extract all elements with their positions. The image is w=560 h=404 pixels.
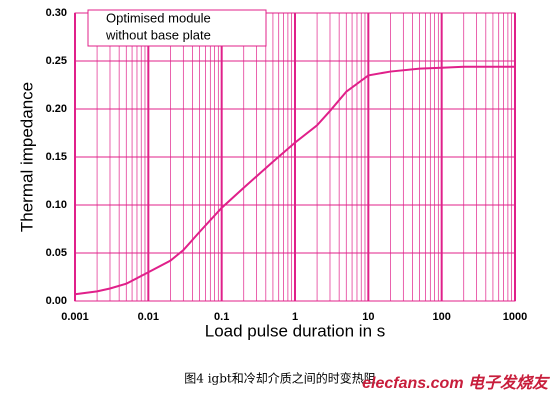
y-tick-label: 0.20 [46,103,67,115]
line [74,65,515,296]
x-tick-label: 0.1 [214,311,229,323]
caption: 图4 igbt和冷却介质之间的时变热阻 [184,371,375,386]
y-tick-label: 0.00 [46,295,67,307]
y-tick-label: 0.05 [46,247,67,259]
x-tick-label: 100 [432,311,450,323]
x-tick-label: 0.001 [61,311,89,323]
x-tick-label: 1 [292,311,298,323]
y-tick-label: 0.30 [46,7,67,19]
y-tick-label: 0.25 [46,55,67,67]
x-tick-label: 1000 [503,311,527,323]
watermark: elecfans.com 电子发烧友 [362,374,551,392]
y-tick-label: 0.10 [46,199,67,211]
annotation: Optimised module [106,10,211,25]
y-tick-label: 0.15 [46,151,67,163]
y-axis-label: Thermal impedance [17,82,36,232]
x-axis-label: Load pulse duration in s [205,321,386,340]
annotation: without base plate [105,27,211,42]
x-tick-label: 0.01 [138,311,159,323]
annotation-box [87,9,267,47]
x-tick-label: 10 [362,311,374,323]
